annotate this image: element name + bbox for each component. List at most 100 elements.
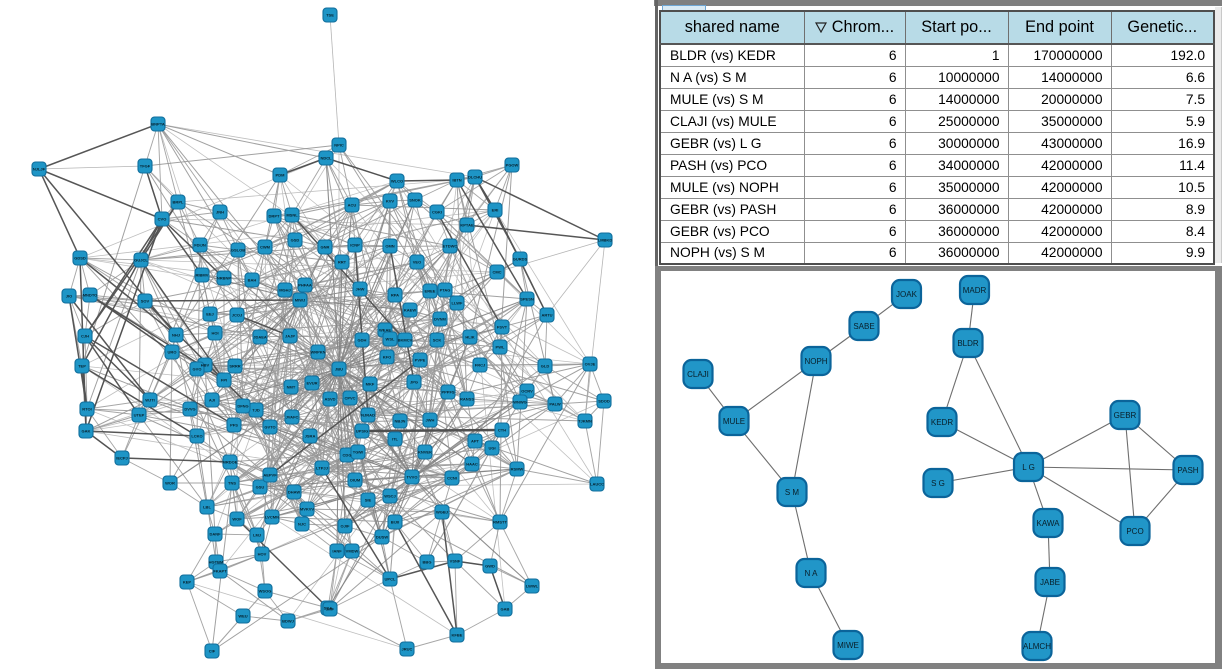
svg-text:JDAEA: JDAEA	[253, 335, 267, 340]
svg-text:SABE: SABE	[853, 322, 874, 331]
svg-text:WRPKN: WRPKN	[310, 350, 325, 355]
svg-text:PHFAA: PHFAA	[298, 283, 312, 288]
svg-text:EREE: EREE	[425, 289, 436, 294]
svg-text:PCO: PCO	[1126, 527, 1143, 536]
svg-text:PWL: PWL	[496, 345, 505, 350]
svg-text:MNDTO: MNDTO	[83, 293, 98, 298]
svg-text:HLIK: HLIK	[465, 335, 474, 340]
svg-text:ICNP: ICNP	[350, 243, 360, 248]
svg-text:DVVG: DVVG	[184, 407, 195, 412]
svg-text:UPSIG: UPSIG	[356, 429, 368, 434]
svg-text:EEJ: EEJ	[206, 312, 214, 317]
svg-text:LAUCC: LAUCC	[590, 482, 604, 487]
svg-text:MULE: MULE	[723, 417, 745, 426]
svg-text:LMJ: LMJ	[253, 533, 261, 538]
svg-text:AJI: AJI	[209, 398, 215, 403]
svg-text:WLCO: WLCO	[391, 179, 403, 184]
svg-text:LTPJJ: LTPJJ	[316, 466, 328, 471]
svg-text:ETDWC: ETDWC	[443, 244, 458, 249]
svg-text:NJRAD: NJRAD	[361, 413, 375, 418]
svg-text:FKAPT: FKAPT	[213, 569, 227, 574]
svg-text:WOR: WOR	[165, 481, 175, 486]
svg-text:NHJ: NHJ	[172, 333, 180, 338]
svg-text:KFBE: KFBE	[452, 633, 463, 638]
svg-text:BLDR: BLDR	[957, 339, 979, 348]
svg-text:GNR: GNR	[321, 245, 330, 250]
svg-text:JHW: JHW	[356, 287, 365, 292]
svg-text:JWH: JWH	[426, 418, 435, 423]
svg-text:KAWA: KAWA	[1037, 519, 1061, 528]
svg-text:SOV: SOV	[141, 299, 150, 304]
svg-text:JMF: JMF	[326, 607, 335, 612]
svg-text:HAAC: HAAC	[466, 462, 478, 467]
svg-text:BDWJ: BDWJ	[282, 619, 294, 624]
svg-text:N A: N A	[805, 569, 819, 578]
svg-text:GVTO: GVTO	[264, 425, 275, 430]
svg-text:TGIW: TGIW	[353, 450, 364, 455]
svg-text:ERI: ERI	[492, 208, 499, 213]
svg-text:LMBKD: LMBKD	[598, 238, 613, 243]
svg-text:NOPH: NOPH	[804, 357, 827, 366]
svg-text:GSD: GSD	[291, 238, 300, 243]
svg-text:MIWJ: MIWJ	[295, 298, 305, 303]
svg-text:WJTI: WJTI	[145, 398, 155, 403]
svg-text:APT: APT	[471, 439, 480, 444]
svg-text:PTAG: PTAG	[440, 288, 451, 293]
svg-text:WNWG: WNWG	[513, 400, 527, 405]
svg-text:TJKMN: TJKMN	[578, 419, 592, 424]
svg-text:HBV: HBV	[201, 363, 210, 368]
svg-text:VSNF: VSNF	[450, 559, 461, 564]
svg-text:NRBNP: NRBNP	[217, 276, 232, 281]
svg-text:URO: URO	[168, 350, 177, 355]
svg-text:RPA: RPA	[391, 293, 399, 298]
svg-text:WOF: WOF	[232, 517, 242, 522]
svg-text:IECPJ: IECPJ	[116, 456, 128, 461]
svg-text:PFS: PFS	[230, 423, 238, 428]
svg-text:RMSTT: RMSTT	[493, 520, 507, 525]
svg-text:CMC: CMC	[492, 270, 501, 275]
svg-text:IBTN: IBTN	[452, 178, 461, 183]
svg-text:KEDR: KEDR	[931, 418, 953, 427]
svg-text:GSU: GSU	[256, 485, 265, 490]
svg-text:JPG: JPG	[410, 380, 418, 385]
svg-text:MIWE: MIWE	[837, 641, 859, 650]
svg-text:GDH: GDH	[358, 338, 367, 343]
svg-text:CJH: CJH	[81, 334, 89, 339]
svg-text:VEO: VEO	[413, 260, 421, 265]
svg-text:TJD: TJD	[252, 408, 260, 413]
svg-text:DANF: DANF	[209, 532, 221, 537]
svg-text:BBG: BBG	[423, 560, 432, 565]
svg-text:PDM: PDM	[276, 173, 286, 178]
svg-text:HGTBM: HGTBM	[209, 560, 224, 565]
svg-text:PASH: PASH	[1177, 466, 1198, 475]
svg-text:TSE: TSE	[326, 13, 334, 18]
svg-text:LWWL: LWWL	[526, 584, 539, 589]
svg-text:GURDS: GURDS	[513, 257, 528, 262]
svg-text:WSCJ: WSCJ	[384, 494, 396, 499]
svg-text:JRUC: JRUC	[402, 647, 413, 652]
svg-text:LLWF: LLWF	[452, 301, 463, 306]
svg-text:S M: S M	[785, 488, 800, 497]
svg-text:HOV: HOV	[258, 552, 267, 557]
svg-text:JBU: JBU	[335, 367, 343, 372]
svg-text:UGI: UGI	[488, 446, 495, 451]
svg-text:UTEP: UTEP	[134, 413, 145, 418]
svg-text:DUSW: DUSW	[376, 535, 388, 540]
svg-text:MKF: MKF	[366, 382, 375, 387]
svg-text:TFGF: TFGF	[140, 164, 151, 169]
svg-text:CDG: CDG	[343, 453, 352, 458]
svg-text:OCRV: OCRV	[521, 389, 533, 394]
svg-text:EVUR: EVUR	[306, 381, 317, 386]
svg-text:MGHJ: MGHJ	[279, 288, 291, 293]
svg-text:FSVT: FSVT	[497, 325, 508, 330]
svg-text:HOI: HOI	[211, 331, 218, 336]
svg-text:GAB: GAB	[501, 607, 510, 612]
svg-text:RSMW: RSMW	[511, 467, 524, 472]
svg-text:NJC: NJC	[298, 522, 306, 527]
svg-text:MVKVV: MVKVV	[300, 507, 315, 512]
svg-text:PPPFS: PPPFS	[441, 390, 454, 395]
svg-text:KAEW: KAEW	[404, 308, 416, 313]
svg-text:CVO: CVO	[158, 217, 167, 222]
svg-text:LVCMN: LVCMN	[265, 515, 279, 520]
svg-text:CWM: CWM	[260, 245, 271, 250]
